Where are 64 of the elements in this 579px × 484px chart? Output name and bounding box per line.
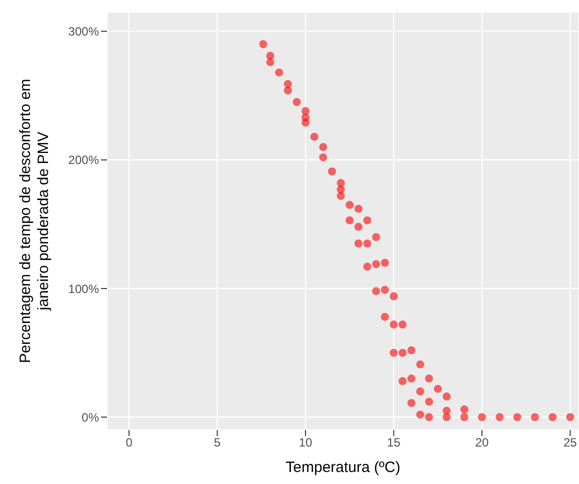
point: [390, 348, 398, 357]
point: [425, 398, 434, 406]
x-tick-label: 0: [126, 436, 133, 450]
point: [434, 384, 442, 393]
x-tick-label: 15: [387, 436, 401, 450]
point: [513, 413, 522, 422]
point: [416, 410, 424, 419]
x-axis-title: Temperatura (ºC): [286, 459, 400, 476]
point: [530, 413, 539, 422]
point: [398, 377, 407, 386]
point: [275, 68, 284, 76]
point: [398, 348, 407, 357]
point: [346, 216, 354, 224]
point: [346, 200, 354, 209]
point: [363, 240, 372, 248]
y-tick-label: 300%: [68, 24, 100, 39]
x-tick-label: 20: [475, 436, 489, 450]
point: [363, 262, 372, 271]
point: [442, 413, 451, 422]
point: [372, 233, 380, 242]
point: [354, 222, 362, 231]
point: [416, 360, 424, 368]
point: [292, 98, 301, 106]
point: [416, 387, 424, 396]
point: [310, 132, 318, 141]
point: [398, 320, 407, 329]
y-tick-label: 100%: [68, 282, 100, 296]
point: [266, 58, 274, 66]
point: [390, 320, 398, 329]
point: [425, 374, 434, 383]
x-tick-label: 5: [214, 436, 221, 450]
point: [354, 240, 362, 248]
point: [407, 346, 416, 354]
point: [548, 413, 557, 422]
point: [407, 398, 416, 407]
point: [442, 406, 451, 415]
point: [407, 374, 416, 383]
point: [380, 286, 389, 294]
point: [566, 413, 574, 422]
x-tick-label: 25: [564, 436, 578, 450]
y-axis-title: Percentagem de tempo de desconforto em janeiro ponderada de PMV: [17, 78, 52, 364]
point: [284, 86, 292, 94]
y-tick-label: 200%: [68, 153, 100, 168]
point: [302, 113, 310, 122]
y-tick-label: 0%: [82, 410, 100, 424]
point: [425, 413, 434, 422]
point: [328, 167, 336, 176]
point: [442, 392, 451, 401]
point: [380, 258, 389, 267]
point: [363, 216, 372, 224]
point: [478, 413, 486, 422]
point: [496, 413, 504, 422]
point: [354, 204, 362, 213]
point: [259, 40, 268, 48]
point: [319, 153, 328, 162]
point: [380, 312, 389, 321]
point: [372, 287, 380, 296]
point: [336, 185, 345, 194]
x-tick-label: 10: [298, 436, 312, 450]
point: [460, 413, 468, 422]
point: [372, 260, 380, 268]
point: [319, 143, 328, 152]
point: [390, 292, 398, 300]
point: [460, 405, 468, 414]
